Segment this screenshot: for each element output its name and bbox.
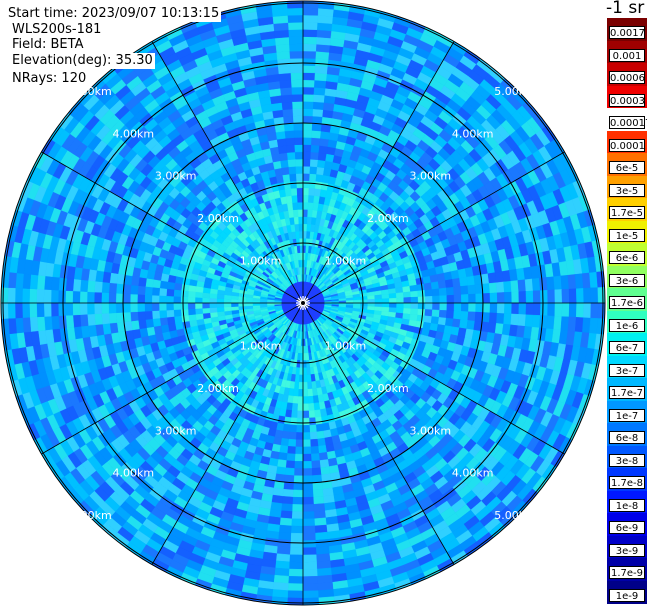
range-label: 4.00km: [113, 127, 155, 140]
azimuth-spoke: [151, 302, 304, 565]
azimuth-spoke: [302, 302, 455, 565]
range-label: 2.00km: [367, 382, 409, 395]
elevation-label: Elevation(deg): 35.30: [10, 53, 155, 69]
range-label: 3.00km: [155, 424, 197, 437]
range-label: 2.00km: [367, 212, 409, 225]
azimuth-spoke: [302, 302, 565, 455]
range-label: 5.00km: [70, 509, 112, 522]
range-label: 2.00km: [197, 382, 239, 395]
nrays-label: NRays: 120: [10, 71, 89, 87]
range-label: 5.00km: [494, 85, 536, 98]
colorbar-label: 1.7e-7: [609, 386, 645, 399]
colorbar-label: 1e-7: [609, 408, 645, 422]
colorbar-label: 1.7e-5: [609, 206, 645, 219]
range-label: 2.00km: [197, 212, 239, 225]
azimuth-spoke: [41, 151, 304, 304]
range-label: 5.00km: [70, 85, 112, 98]
colorbar-label: 6e-9: [609, 521, 645, 534]
range-label: 3.00km: [410, 170, 452, 183]
colorbar-label: 0.0003: [609, 93, 645, 107]
colorbar-label: 3e-6: [609, 273, 645, 287]
colorbar-label: 3e-7: [609, 363, 645, 377]
azimuth-spoke: [302, 41, 455, 304]
field-label: Field: BETA: [10, 37, 86, 53]
colorbar-label: 0.001: [609, 48, 645, 62]
colorbar-label: 6e-5: [609, 161, 645, 174]
colorbar-label: 6e-8: [609, 431, 645, 444]
colorbar-label: 1.7e-9: [609, 566, 645, 579]
colorbar-unit-title: -1 sr: [606, 0, 645, 18]
beta-field-image: [0, 0, 606, 606]
azimuth-spoke: [151, 41, 304, 304]
colorbar-label: 3e-9: [609, 543, 645, 557]
colorbar-label: 6e-6: [609, 251, 645, 264]
colorbar-label: 1e-9: [609, 588, 645, 602]
colorbar-label: 0.0017: [609, 26, 645, 39]
radar-center-marker: [296, 296, 310, 310]
colorbar-label: 0.00017: [609, 116, 647, 129]
azimuth-spoke: [41, 302, 304, 455]
range-label: 5.00km: [494, 509, 536, 522]
azimuth-spokes: [1, 1, 605, 605]
range-label: 3.00km: [155, 170, 197, 183]
colorbar-label: 1e-8: [609, 498, 645, 512]
start-time-label: Start time: 2023/09/07 10:13:15: [6, 6, 222, 22]
range-label: 1.00km: [240, 255, 282, 268]
colorbar-label: 0.0006: [609, 71, 645, 84]
azimuth-spoke: [302, 151, 565, 304]
range-label: 3.00km: [410, 424, 452, 437]
colorbar-label: 6e-7: [609, 341, 645, 354]
colorbar-label: 1e-5: [609, 228, 645, 242]
range-ring-labels: 1.00km 1.00km 1.00km 1.00km 2.00km 2.00km 2.00…: [70, 85, 536, 522]
colorbar-label: 3e-8: [609, 453, 645, 467]
colorbar-label: 1e-6: [609, 318, 645, 332]
colorbar-label: 1.7e-6: [609, 296, 645, 309]
range-label: 1.00km: [325, 339, 367, 352]
range-label: 4.00km: [452, 127, 494, 140]
colorbar-label: 1.7e-8: [609, 476, 645, 489]
station-label: WLS200s-181: [10, 22, 104, 38]
colorbar-label: 0.0001: [609, 138, 645, 152]
colorbar-label: 3e-5: [609, 183, 645, 197]
range-label: 1.00km: [325, 255, 367, 268]
range-label: 4.00km: [113, 467, 155, 480]
range-label: 1.00km: [240, 339, 282, 352]
range-label: 4.00km: [452, 467, 494, 480]
